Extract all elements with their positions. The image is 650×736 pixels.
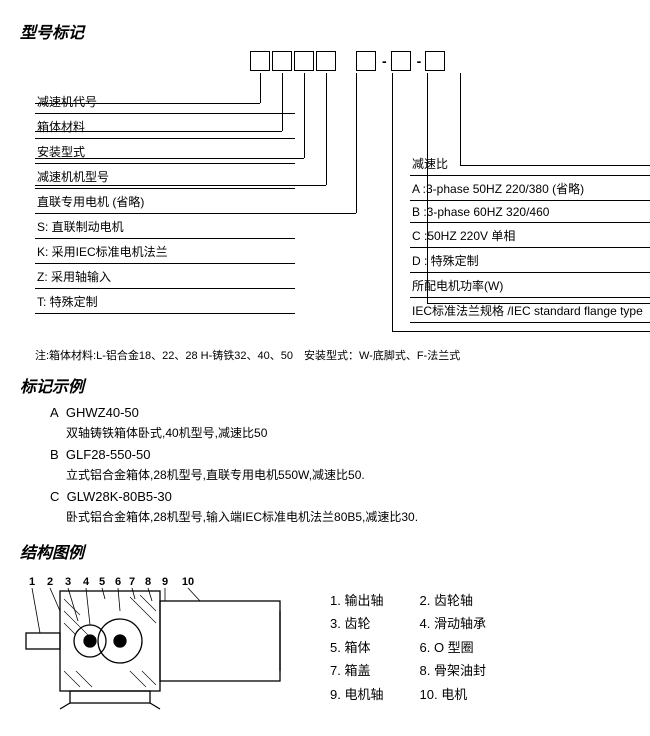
part-item: 6. O 型圈 [419,636,485,659]
part-item: 7. 箱盖 [330,659,383,682]
code-box [425,51,445,71]
left-label: 箱体材料 [35,114,295,139]
gearbox-cross-section-icon: 1 2 3 4 5 6 7 8 9 10 [20,571,290,721]
callout-num: 2 [47,576,53,588]
left-label: 安装型式 [35,139,295,164]
footnote: 注:箱体材料:L-铝合金18、22、28 H-铸铁32、40、50 安装型式：W… [35,347,630,363]
left-label: 减速机代号 [35,89,295,114]
left-label: 减速机机型号 [35,164,295,189]
examples-block: A GHWZ40-50 双轴铸铁箱体卧式,40机型号,减速比50 B GLF28… [50,405,630,525]
example-code-text: GLW28K-80B5-30 [67,489,172,504]
part-item: 1. 输出轴 [330,589,383,612]
left-label: 直联专用电机 (省略) [35,189,295,214]
right-label: 减速比 [410,151,650,176]
callout-num: 4 [83,576,90,588]
right-label: C :50HZ 220V 单相 [410,223,650,248]
part-item: 3. 齿轮 [330,612,383,635]
code-box [316,51,336,71]
example-desc: 双轴铸铁箱体卧式,40机型号,减速比50 [66,424,630,441]
part-item: 10. 电机 [419,683,485,706]
callout-num: 9 [162,576,168,588]
example-code: B GLF28-550-50 [50,447,630,462]
section-title-structure: 结构图例 [20,539,630,563]
left-label: K: 采用IEC标准电机法兰 [35,239,295,264]
callout-num: 8 [145,576,151,588]
example-desc: 立式铝合金箱体,28机型号,直联专用电机550W,减速比50. [66,466,630,483]
example-code-text: GHWZ40-50 [66,405,139,420]
code-box [272,51,292,71]
right-label: D : 特殊定制 [410,248,650,273]
part-item: 2. 齿轮轴 [419,589,485,612]
structure-wrap: 1 2 3 4 5 6 7 8 9 10 [20,571,630,721]
code-boxes-row: - - [250,51,447,71]
example-letter: A [50,405,59,420]
code-box [391,51,411,71]
section-title-examples: 标记示例 [20,373,630,397]
part-item: 9. 电机轴 [330,683,383,706]
dash: - [378,53,391,69]
example-desc: 卧式铝合金箱体,28机型号,输入端IEC标准电机法兰80B5,减速比30. [66,508,630,525]
right-label: IEC标准法兰规格 /IEC standard flange type [410,298,650,323]
code-box [356,51,376,71]
left-label-stack: 减速机代号 箱体材料 安装型式 减速机机型号 直联专用电机 (省略) S: 直联… [35,89,295,314]
example-code: A GHWZ40-50 [50,405,630,420]
right-label: A :3-phase 50HZ 220/380 (省略) [410,176,650,201]
right-label: B :3-phase 60HZ 320/460 [410,201,650,223]
section-title-model-marking: 型号标记 [20,19,630,43]
part-item: 8. 骨架油封 [419,659,485,682]
callout-num: 5 [99,576,105,588]
left-label: Z: 采用轴输入 [35,264,295,289]
left-label: S: 直联制动电机 [35,214,295,239]
dash: - [413,53,426,69]
example-code: C GLW28K-80B5-30 [50,489,630,504]
left-label: T: 特殊定制 [35,289,295,314]
callout-num: 3 [65,576,71,588]
parts-list: 1. 输出轴 2. 齿轮轴 3. 齿轮 4. 滑动轴承 5. 箱体 6. O 型… [330,589,486,706]
callout-num: 10 [182,576,194,588]
part-item: 4. 滑动轴承 [419,612,485,635]
right-label: 所配电机功率(W) [410,273,650,298]
code-box [250,51,270,71]
example-code-text: GLF28-550-50 [66,447,151,462]
callout-num: 1 [29,576,35,588]
model-code-diagram: - - 减速机代号 箱体材料 安装型式 减速机机型号 直联专用电机 (省略) S… [20,51,630,341]
callout-num: 7 [129,576,135,588]
right-label-stack: 减速比 A :3-phase 50HZ 220/380 (省略) B :3-ph… [410,151,650,323]
part-item: 5. 箱体 [330,636,383,659]
code-box [294,51,314,71]
example-letter: B [50,447,59,462]
example-letter: C [50,489,59,504]
callout-num: 6 [115,576,121,588]
